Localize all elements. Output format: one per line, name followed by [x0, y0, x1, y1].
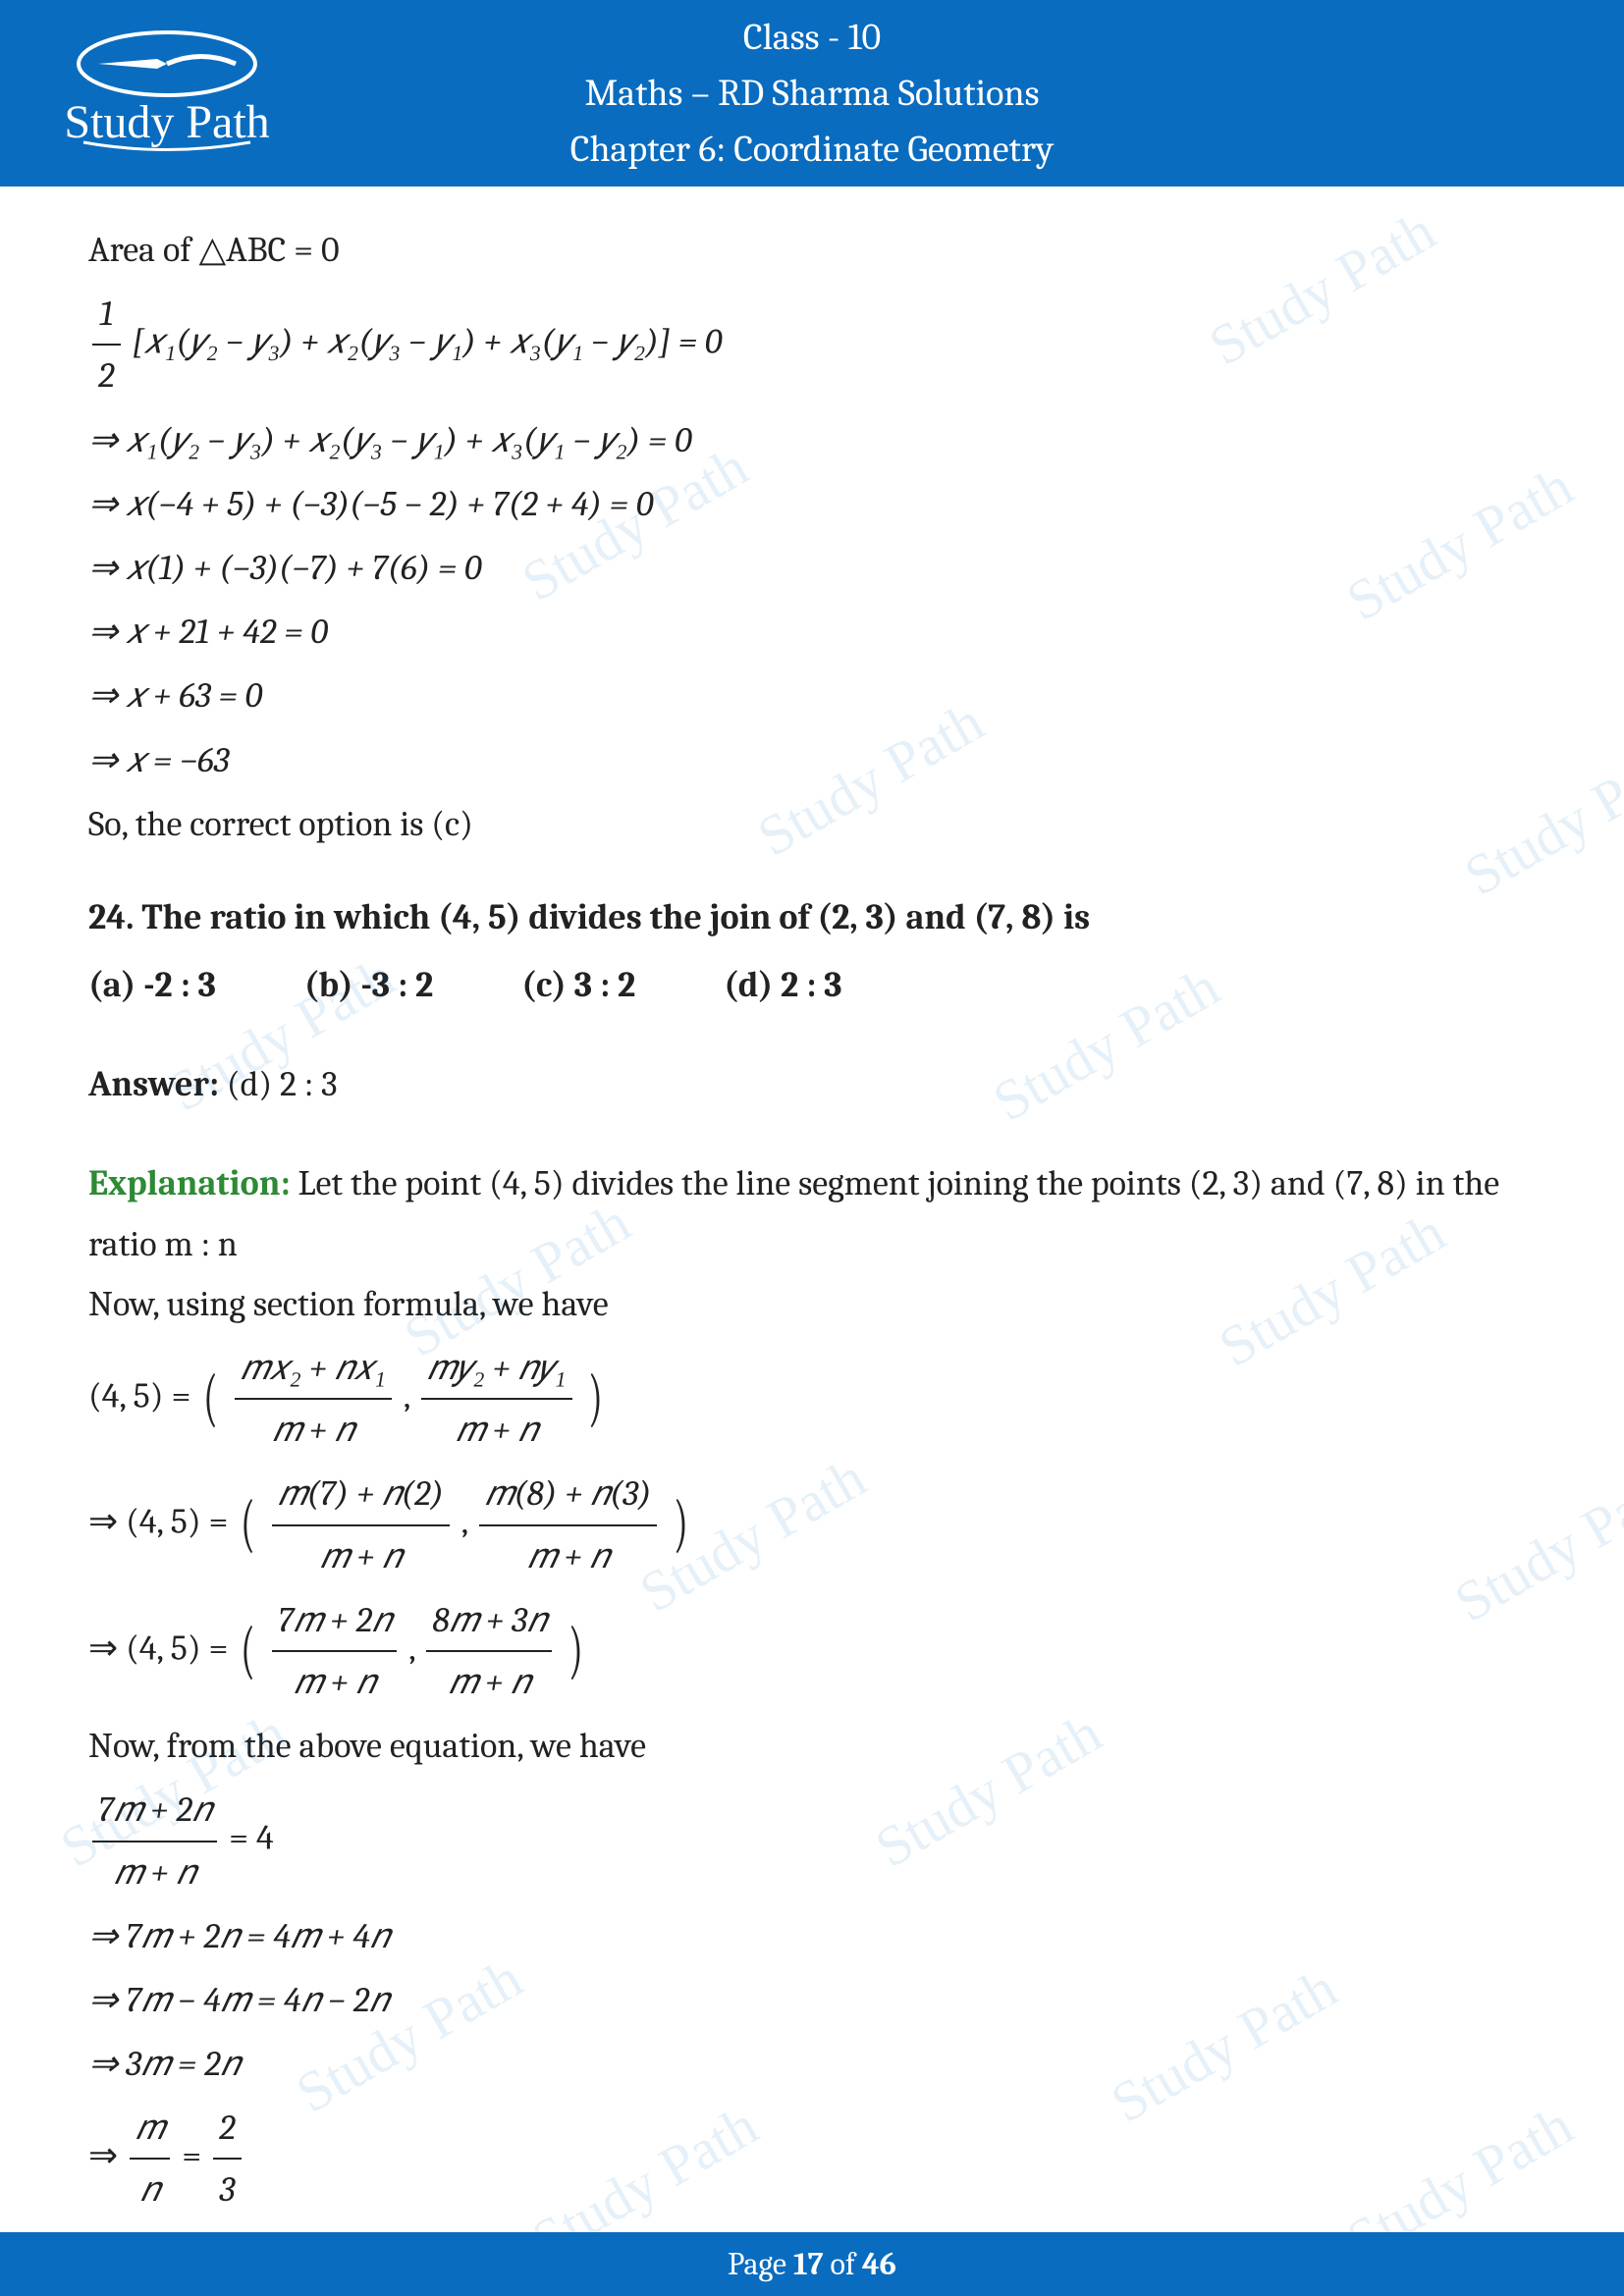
page-footer: Page 17 of 46 — [0, 2232, 1624, 2296]
solution23-formula: 12 [𝑥₁(𝑦₂ − 𝑦₃) + 𝑥₂(𝑦₃ − 𝑦₁) + 𝑥₃(𝑦₁ − … — [88, 284, 1536, 405]
footer-middle: of — [824, 2246, 862, 2282]
answer-line: Answer: (d) 2 : 3 — [88, 1054, 1536, 1114]
section-formula-1: (4, 5) = ( 𝑚𝑥₂ + 𝑛𝑥₁𝑚 + 𝑛 , 𝑚𝑦₂ + 𝑛𝑦₁𝑚 +… — [88, 1338, 1536, 1460]
solution23-step1: ⇒ 𝑥₁(𝑦₂ − 𝑦₃) + 𝑥₂(𝑦₃ − 𝑦₁) + 𝑥₃(𝑦₁ − 𝑦₂… — [88, 410, 1536, 470]
option-b: (b) -3 : 2 — [304, 955, 433, 1015]
solution23-step3: ⇒ 𝑥(1) + (−3)(−7) + 7(6) = 0 — [88, 538, 1536, 598]
brand-logo: Study Path — [39, 25, 295, 166]
step-d: ⇒ 𝑚𝑛 = 23 — [88, 2098, 1536, 2219]
section-formula-2: ⇒ (4, 5) = ( 𝑚(7) + 𝑛(2)𝑚 + 𝑛 , 𝑚(8) + 𝑛… — [88, 1464, 1536, 1585]
solution23-conclusion: So, the correct option is (c) — [88, 794, 1536, 854]
footer-prefix: Page — [728, 2246, 793, 2282]
page-content: Area of △ABC = 0 12 [𝑥₁(𝑦₂ − 𝑦₃) + 𝑥₂(𝑦₃… — [0, 187, 1624, 2284]
option-d: (d) 2 : 3 — [724, 955, 841, 1015]
solution23-step2: ⇒ 𝑥(−4 + 5) + (−3)(−5 − 2) + 7(2 + 4) = … — [88, 474, 1536, 534]
footer-current-page: 17 — [793, 2246, 823, 2282]
solution23-step5: ⇒ 𝑥 + 63 = 0 — [88, 666, 1536, 725]
study-path-logo-icon: Study Path — [39, 25, 295, 162]
solution23-step6: ⇒ 𝑥 = −63 — [88, 730, 1536, 790]
option-a: (a) -2 : 3 — [88, 955, 216, 1015]
question24-text: 24. The ratio in which (4, 5) divides th… — [88, 887, 1536, 947]
footer-total-pages: 46 — [862, 2246, 896, 2282]
eq-fraction: 7𝑚 + 2𝑛𝑚 + 𝑛 = 4 — [88, 1780, 1536, 1901]
question24-options: (a) -2 : 3 (b) -3 : 2 (c) 3 : 2 (d) 2 : … — [88, 955, 1536, 1015]
option-c: (c) 3 : 2 — [521, 955, 635, 1015]
solution23-line1: Area of △ABC = 0 — [88, 220, 1536, 280]
step-a: ⇒ 7𝑚 + 2𝑛 = 4𝑚 + 4𝑛 — [88, 1906, 1536, 1966]
solution23-step4: ⇒ 𝑥 + 21 + 42 = 0 — [88, 602, 1536, 662]
brand-text: Study Path — [64, 96, 269, 148]
answer-label: Answer: — [88, 1064, 219, 1104]
section-formula-3: ⇒ (4, 5) = ( 7𝑚 + 2𝑛𝑚 + 𝑛 , 8𝑚 + 3𝑛𝑚 + 𝑛… — [88, 1590, 1536, 1712]
explanation-block: Explanation: Let the point (4, 5) divide… — [88, 1153, 1536, 1273]
step-b: ⇒ 7𝑚 − 4𝑚 = 4𝑛 − 2𝑛 — [88, 1970, 1536, 2030]
from-above-line: Now, from the above equation, we have — [88, 1716, 1536, 1776]
section-formula-intro: Now, using section formula, we have — [88, 1274, 1536, 1334]
page-header: Study Path Class - 10 Maths – RD Sharma … — [0, 0, 1624, 187]
answer-value: (d) 2 : 3 — [219, 1064, 338, 1104]
step-c: ⇒ 3𝑚 = 2𝑛 — [88, 2034, 1536, 2094]
explanation-label: Explanation: — [88, 1163, 291, 1203]
explanation-text: Let the point (4, 5) divides the line se… — [88, 1163, 1499, 1263]
